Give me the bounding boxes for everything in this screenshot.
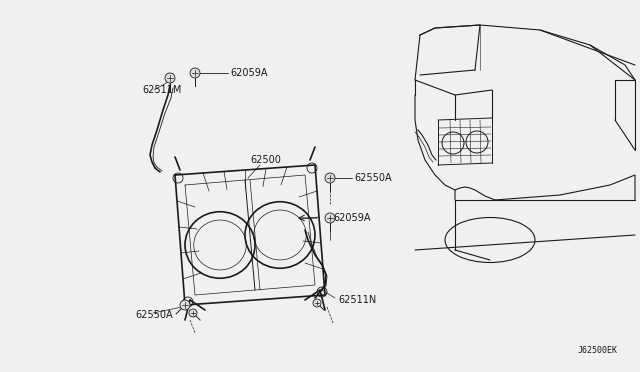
Circle shape — [165, 73, 175, 83]
Text: J62500EK: J62500EK — [578, 346, 618, 355]
Text: 62550A: 62550A — [135, 310, 173, 320]
Text: 62500: 62500 — [250, 155, 281, 165]
Text: 62059A: 62059A — [333, 213, 371, 223]
Text: 62550A: 62550A — [354, 173, 392, 183]
Circle shape — [180, 300, 190, 310]
Circle shape — [190, 68, 200, 78]
Circle shape — [313, 299, 321, 307]
Text: 62511M: 62511M — [142, 85, 181, 95]
Circle shape — [325, 173, 335, 183]
Circle shape — [325, 213, 335, 223]
Circle shape — [189, 309, 197, 317]
Text: 62511N: 62511N — [338, 295, 376, 305]
Text: 62059A: 62059A — [230, 68, 268, 78]
